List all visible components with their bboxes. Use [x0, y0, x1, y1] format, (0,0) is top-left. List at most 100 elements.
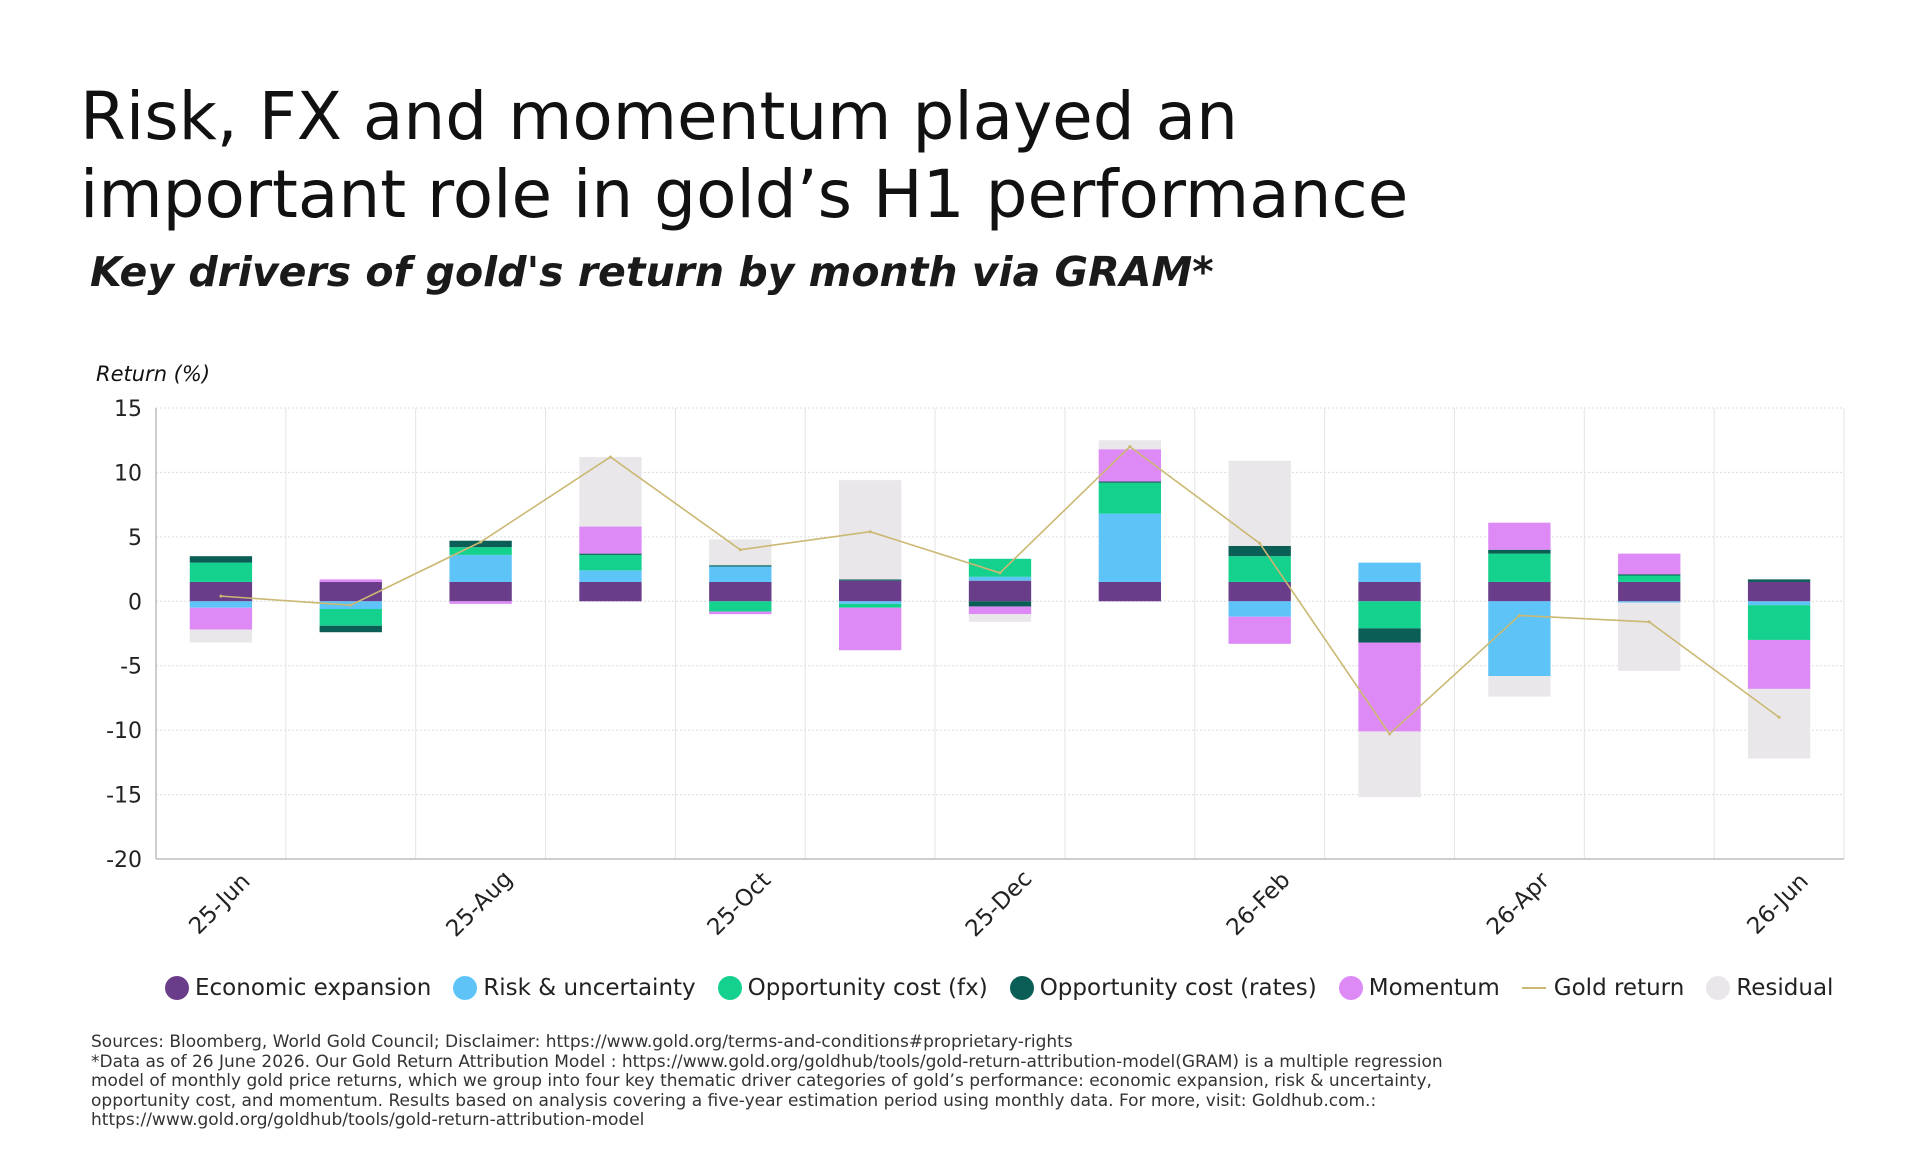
data-note-line: *Data as of 26 June 2026. Our Gold Retur… [91, 1051, 1443, 1072]
bar-segment-residual [1228, 460, 1291, 546]
bar-segment-momentum [1228, 616, 1291, 644]
gold-return-point [608, 455, 612, 459]
bar-segment-opportunity-cost-rates [838, 579, 902, 581]
bar-segment-risk-uncertainty [1228, 601, 1291, 617]
bar-segment-momentum [1747, 639, 1811, 689]
legend-item: Gold return [1521, 975, 1684, 1001]
bar-segment-opportunity-cost-fx [579, 554, 642, 571]
y-tick-label: -15 [106, 784, 142, 809]
y-tick-label: 10 [114, 461, 142, 486]
x-tick-label: 25-Jun [184, 868, 255, 939]
y-tick-label: -20 [106, 848, 142, 873]
bar-segment-risk-uncertainty [709, 566, 772, 582]
legend-swatch [453, 976, 478, 1000]
bar-segment-residual [1618, 602, 1681, 671]
bar-segment-opportunity-cost-rates [189, 556, 253, 563]
legend-swatch [1706, 976, 1731, 1000]
bar-segment-momentum [579, 526, 642, 554]
gram-stacked-bar-chart: 15 10 5 0 -5 -10 -15 -20 25-Jun 25-Aug 25-Oct 25-De… [106, 397, 1845, 942]
bar-segment-opportunity-cost-rates [1747, 579, 1811, 582]
legend-label: Opportunity cost (rates) [1039, 975, 1317, 1001]
x-tick-label: 25-Dec [961, 866, 1037, 942]
bar-segment-residual [579, 456, 642, 527]
bar-segment-opportunity-cost-rates [579, 553, 642, 555]
legend-item: Risk & uncertainty [453, 975, 696, 1001]
y-tick-label: 15 [114, 397, 142, 422]
legend-swatch [1009, 976, 1034, 1000]
y-tick-label: 5 [128, 526, 142, 551]
legend-swatch [1521, 987, 1546, 989]
bar-segment-momentum [1618, 553, 1681, 575]
bar-segment-risk-uncertainty [1618, 601, 1681, 603]
bar-segment-opportunity-cost-fx [968, 558, 1032, 577]
bar-segment-opportunity-cost-fx [1747, 605, 1811, 640]
bar-segment-residual [1358, 731, 1421, 798]
bar-segment-residual [1098, 440, 1162, 450]
y-tick-label: -5 [120, 655, 142, 680]
gold-return-point [998, 571, 1002, 575]
gold-return-point [479, 540, 483, 544]
gold-return-point [349, 603, 353, 607]
legend-item: Opportunity cost (fx) [717, 975, 988, 1001]
legend-swatch [165, 976, 189, 1000]
bar-segment-momentum [968, 606, 1032, 615]
legend-item: Economic expansion [165, 975, 431, 1001]
bar-segment-momentum [838, 607, 902, 651]
legend-label: Residual [1736, 975, 1834, 1001]
bar-segment-opportunity-cost-fx [189, 562, 253, 582]
x-tick-label: 26-Apr [1482, 867, 1555, 940]
bar-segment-risk-uncertainty [1098, 513, 1162, 582]
bar-segment-economic-expansion [709, 581, 772, 602]
bar-segment-opportunity-cost-fx [1358, 601, 1421, 629]
gold-return-point [219, 594, 223, 598]
bar-segment-opportunity-cost-rates [319, 625, 382, 633]
bar-segment-opportunity-cost-fx [838, 603, 902, 608]
x-tick-label: 25-Aug [441, 866, 517, 942]
bar-segment-risk-uncertainty [1488, 601, 1551, 677]
bar-segment-momentum [1488, 522, 1551, 550]
gold-return-point [1647, 620, 1651, 624]
gold-return-point [1777, 715, 1781, 719]
sources-line: Sources: Bloomberg, World Gold Council; … [91, 1032, 1073, 1052]
chart-subtitle: Key drivers of gold's return by month vi… [90, 248, 1214, 296]
bar-segment-economic-expansion [1618, 581, 1681, 602]
bar-segment-economic-expansion [449, 581, 512, 602]
sources-note: Sources: Bloomberg, World Gold Council; … [91, 1032, 1491, 1131]
bar-segment-opportunity-cost-fx [1098, 482, 1162, 514]
bar-segment-residual [1747, 688, 1811, 759]
x-tick-label: 26-Feb [1222, 867, 1296, 941]
legend-item: Residual [1706, 975, 1833, 1001]
bar-segment-opportunity-cost-fx [1228, 556, 1291, 582]
bar-segment-opportunity-cost-rates [1488, 549, 1551, 554]
bar-segment-momentum [189, 607, 253, 630]
bar-segment-economic-expansion [1358, 581, 1421, 602]
gold-return-point [868, 530, 872, 534]
bar-segment-opportunity-cost-rates [1358, 628, 1421, 643]
gold-return-point [738, 548, 742, 552]
bar-segment-opportunity-cost-fx [709, 601, 772, 612]
data-note-line: model of monthly gold price returns, whi… [91, 1071, 1432, 1091]
bar-segment-opportunity-cost-rates [1618, 574, 1681, 576]
bar-segment-risk-uncertainty [449, 554, 512, 582]
bar-segment-risk-uncertainty [968, 576, 1032, 581]
bar-segment-opportunity-cost-rates [1228, 545, 1291, 557]
bar-segment-opportunity-cost-rates [709, 565, 772, 567]
bar-segment-momentum [449, 601, 512, 604]
x-tick-label: 25-Oct [703, 867, 777, 941]
y-tick-label: 0 [128, 590, 142, 615]
gold-return-point [1388, 732, 1392, 736]
chart-title: Risk, FX and momentum played an importan… [80, 78, 1409, 233]
y-tick-label: -10 [106, 719, 142, 744]
bar-segment-economic-expansion [968, 580, 1032, 602]
gold-return-point [1128, 445, 1132, 449]
legend-item: Momentum [1338, 975, 1500, 1001]
gold-return-point [1258, 541, 1262, 545]
bar-segment-risk-uncertainty [838, 601, 902, 604]
chart-legend: Economic expansion Risk & uncertainty Oppo… [165, 975, 1855, 1001]
bar-segment-opportunity-cost-fx [319, 609, 382, 626]
legend-label: Momentum [1368, 975, 1500, 1001]
bar-segment-risk-uncertainty [1358, 562, 1421, 582]
data-note-line: https://www.gold.org/goldhub/tools/gold-… [91, 1110, 645, 1130]
bar-segment-economic-expansion [838, 580, 902, 602]
legend-item: Opportunity cost (rates) [1009, 975, 1317, 1001]
